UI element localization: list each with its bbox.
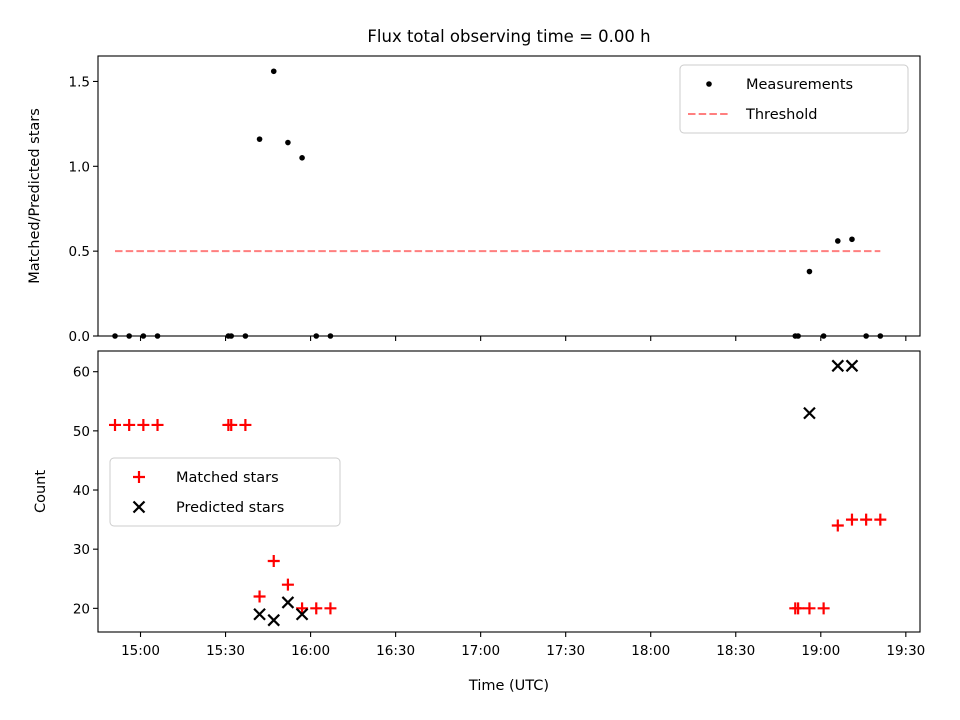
x-tick-label: 18:00 [631,643,670,659]
matched-star-point [324,602,337,615]
matched-star-point [310,602,323,615]
top-panel: 0.0 0.5 1.0 1.5 Matched/Predicted stars Measu… [27,55,921,345]
matched-star-point [123,418,136,431]
matched-star-point [281,578,294,591]
matched-star-point [792,602,805,615]
predicted-star-point [295,607,309,621]
x-tick-label: 17:30 [546,643,585,659]
predicted-star-point [267,613,281,627]
matched-star-point [267,555,280,568]
measurement-point [299,155,305,161]
x-tick-label: 15:30 [206,643,245,659]
legend: Measurements Threshold [679,64,909,134]
matched-star-point [845,513,858,526]
x-tick-label: 19:00 [801,643,840,659]
y-tick-label: 1.5 [69,74,90,90]
matched-star-point [831,519,844,532]
predicted-star-point [831,359,845,373]
matched-star-point [860,513,873,526]
matched-star-point [296,602,309,615]
measurement-point [835,238,841,244]
predicted-star-point [803,406,816,420]
y-tick-label: 60 [73,365,90,381]
legend-matched-swatch [133,471,145,483]
legend-label: Predicted stars [176,500,284,516]
y-tick-label: 40 [73,483,90,499]
matched-star-point [109,418,122,431]
measurement-point [270,68,277,75]
x-tick-label: 16:00 [291,643,330,659]
y-tick-label: 30 [73,542,90,558]
matched-star-point [817,602,830,615]
y-tick-label: 50 [73,424,90,440]
matched-star-point [239,418,252,431]
y-axis-label: Matched/Predicted stars [27,108,43,284]
x-axis-label: Time (UTC) [468,678,549,694]
matched-star-point [151,418,164,431]
measurement-point [806,268,813,275]
legend-measurement-swatch [706,81,712,87]
measurement-point [285,139,291,146]
x-tick-label: 16:30 [376,643,415,659]
figure-title: Flux total observing time = 0.00 h [367,27,650,46]
axes-frame [97,350,921,633]
matched-star-point [874,513,887,526]
bottom-panel: 15:00 15:30 16:00 16:30 17:00 17:30 18:00 18:30… [33,350,925,694]
legend-label: Threshold [745,107,817,123]
y-tick-label: 1.0 [69,159,90,175]
x-tick-label: 19:30 [886,643,925,659]
legend: Matched stars Predicted stars [109,457,341,527]
predicted-star-point [845,359,859,373]
measurement-point [256,136,263,142]
predicted-star-point [253,607,266,621]
legend-box [109,457,341,527]
measurement-point [849,236,855,243]
y-tick-label: 20 [73,601,90,617]
y-tick-label: 0.5 [69,244,90,260]
legend-label: Measurements [746,77,853,93]
x-tick-label: 17:00 [461,643,500,659]
legend-label: Matched stars [176,470,279,486]
y-axis-label: Count [33,470,49,513]
matched-star-point [803,602,816,615]
matched-star-point [137,418,150,431]
legend-box [679,64,909,134]
legend-predicted-swatch [132,500,146,514]
y-tick-label: 0.0 [69,329,90,345]
matched-star-point [253,590,266,603]
matched-star-point [225,418,238,431]
x-tick-label: 18:30 [716,643,755,659]
predicted-star-point [281,596,295,609]
x-tick-label: 15:00 [121,643,160,659]
axes-frame [97,55,921,337]
